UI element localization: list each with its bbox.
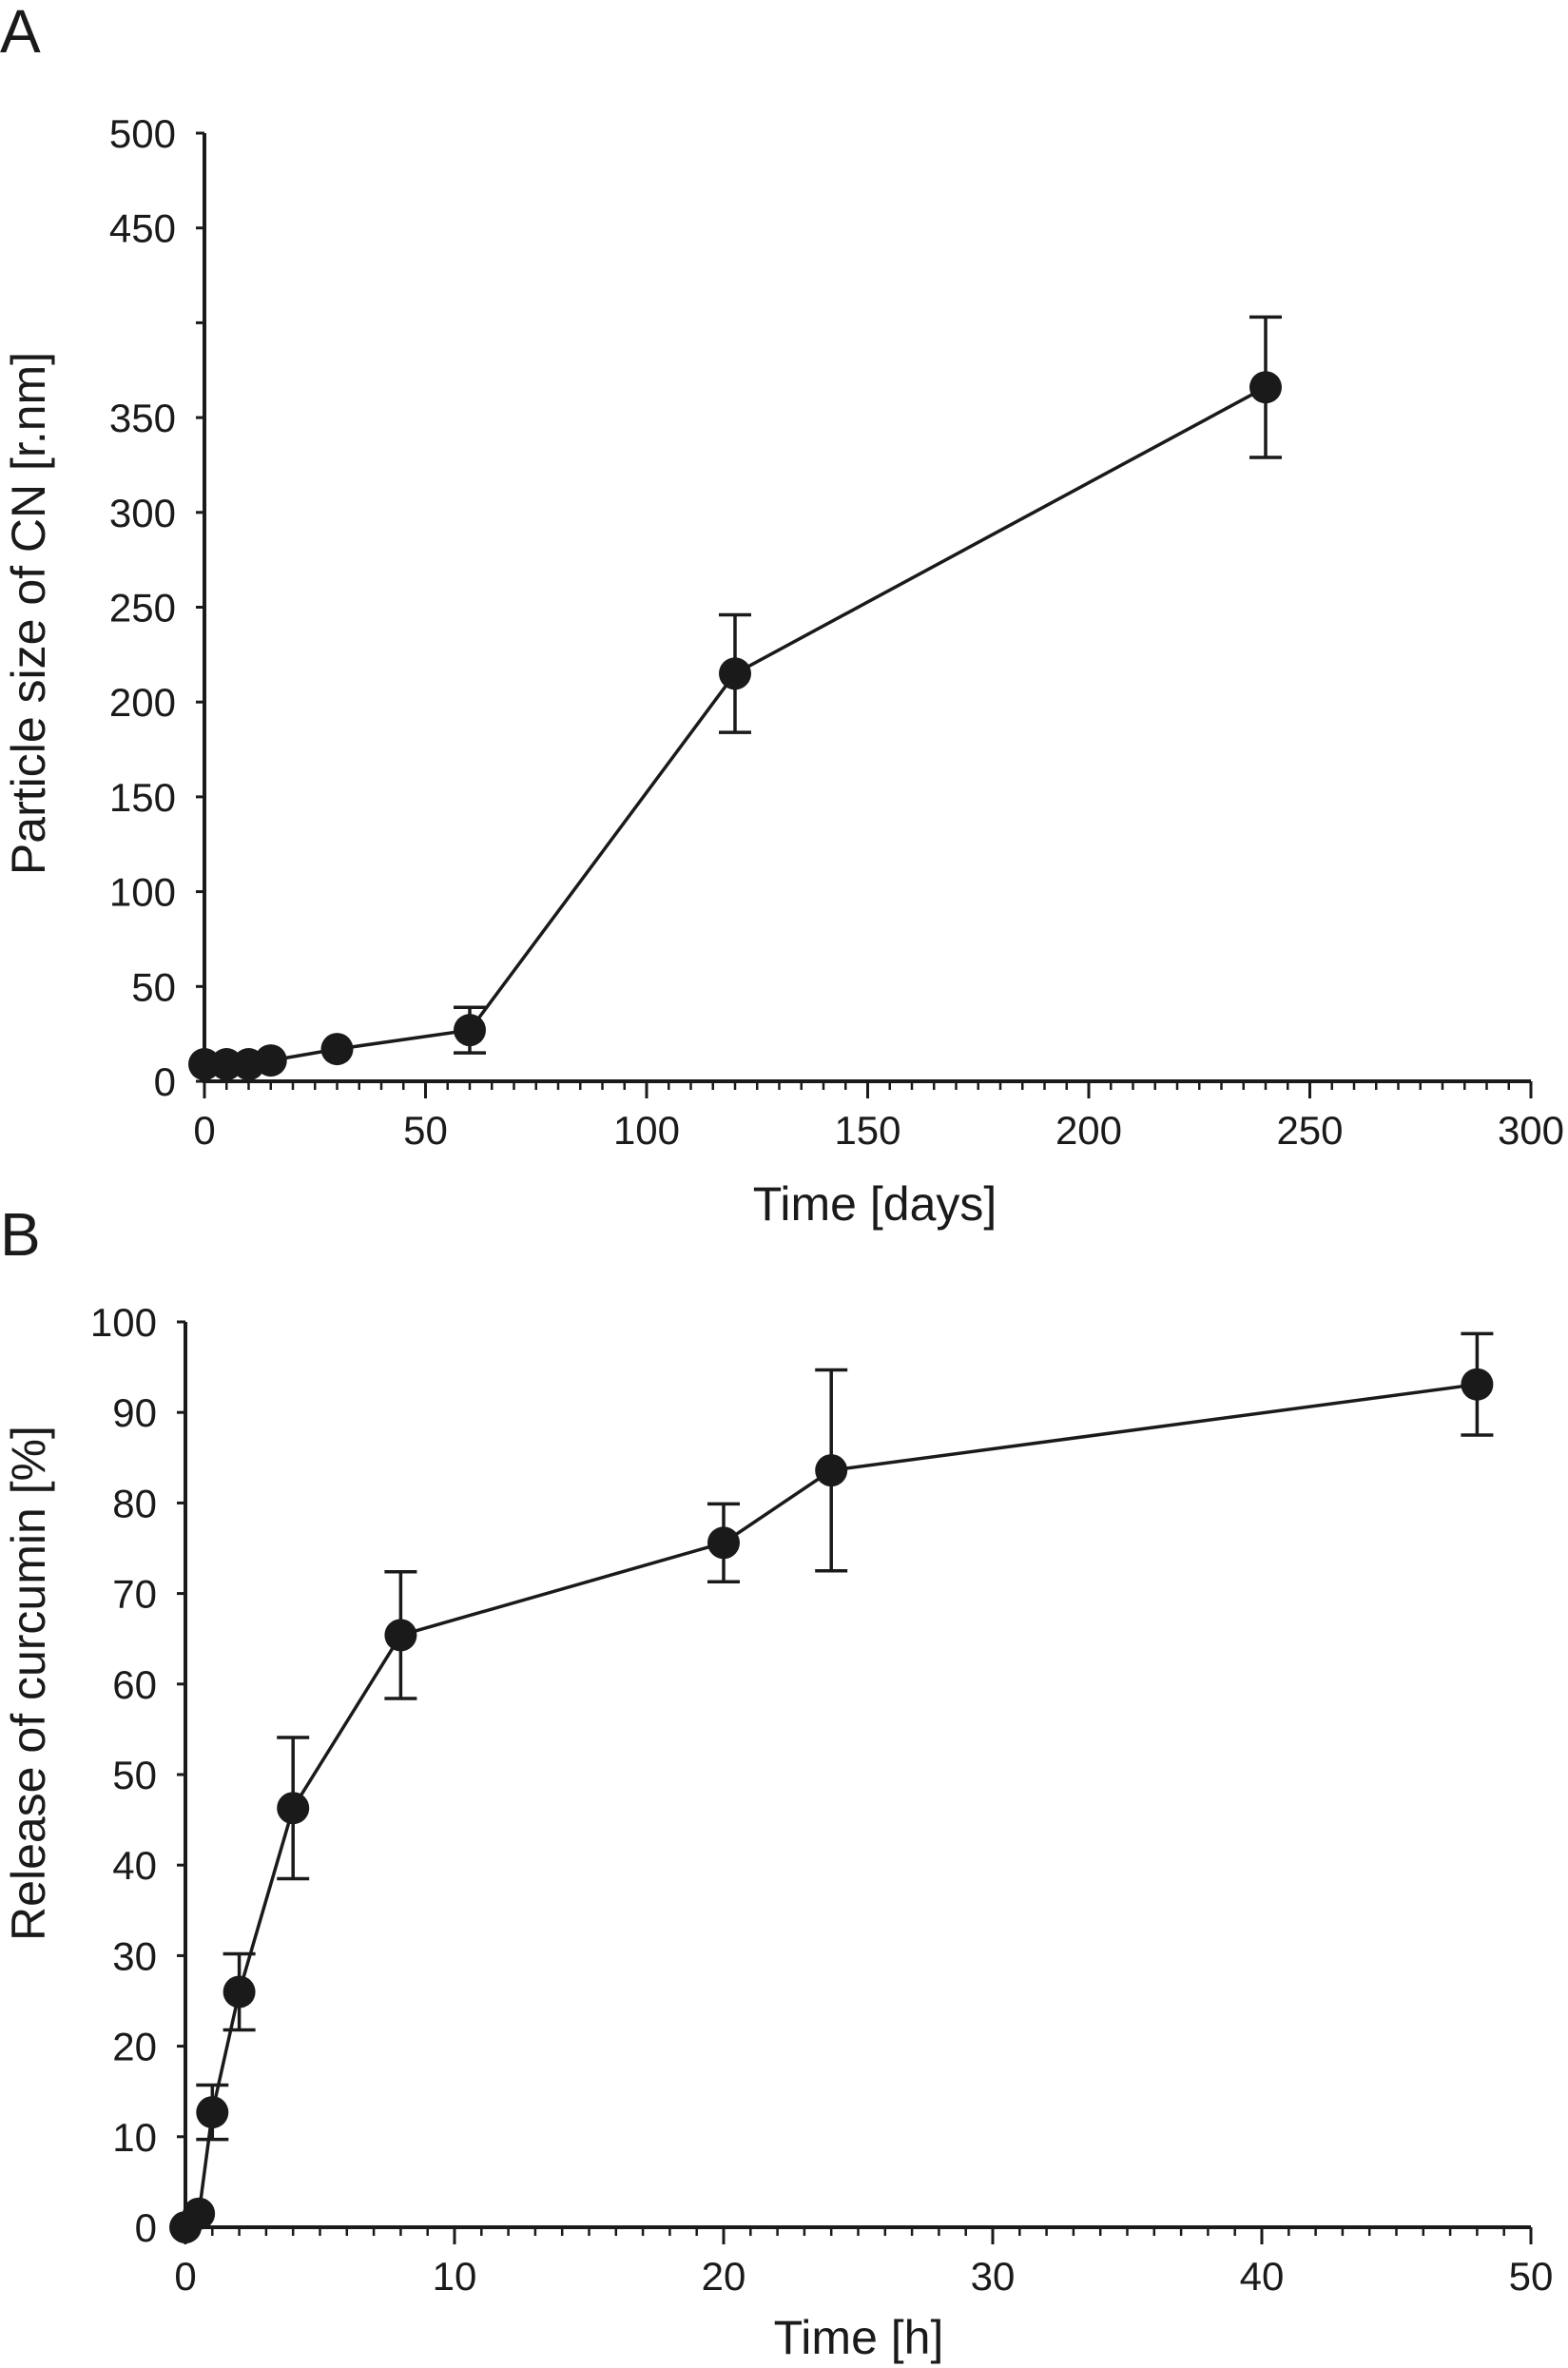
chart-a-x-tick-label: 250 bbox=[1276, 1108, 1343, 1153]
chart-a-x-tick-label: 100 bbox=[613, 1108, 680, 1153]
chart-b-y-tick-label: 70 bbox=[112, 1572, 157, 1617]
chart-b-x-tick-label: 10 bbox=[433, 2254, 477, 2299]
chart-a-data-point bbox=[1249, 371, 1282, 404]
chart-a-x-tick-label: 300 bbox=[1498, 1108, 1564, 1153]
chart-a-y-tick-label: 450 bbox=[109, 206, 176, 251]
chart-a-y-tick-label: 50 bbox=[131, 964, 176, 1009]
chart-b-axes bbox=[184, 1322, 1531, 2229]
chart-a-x-tick-label: 0 bbox=[193, 1108, 215, 1153]
chart-a-x-tick-label: 50 bbox=[403, 1108, 448, 1153]
chart-b-data-point bbox=[223, 1975, 256, 2009]
chart-a-data-point bbox=[210, 1048, 243, 1081]
chart-b-y-axis-title: Release of curcumin [%] bbox=[2, 1426, 55, 1941]
chart-a-data-point bbox=[719, 657, 751, 690]
chart-b-y-tick-label: 90 bbox=[112, 1390, 157, 1435]
panel-a-letter: A bbox=[0, 0, 41, 66]
chart-a-axes bbox=[203, 133, 1531, 1083]
chart-a-data-point bbox=[454, 1014, 486, 1047]
chart-b-y-tick-label: 40 bbox=[112, 1843, 157, 1888]
chart-b-data-point bbox=[277, 1792, 310, 1825]
chart-a-y-tick-label: 250 bbox=[109, 586, 176, 631]
chart-b-x-tick-label: 30 bbox=[971, 2254, 1016, 2299]
chart-a-x-tick-label: 150 bbox=[834, 1108, 900, 1153]
chart-b-x-tick-label: 50 bbox=[1509, 2254, 1554, 2299]
panel-b-letter: B bbox=[0, 1200, 41, 1269]
chart-a-y-tick-label: 150 bbox=[109, 775, 176, 820]
chart-b-y-tick-label: 10 bbox=[112, 2115, 157, 2160]
chart-b: B 0 10 20 30 40 50 0 10 20 30 40 50 60 70 80 90 100 Tim… bbox=[0, 1200, 1553, 2364]
chart-a-series bbox=[188, 315, 1282, 1081]
chart-a-y-tick-label: 0 bbox=[154, 1059, 176, 1104]
chart-a-x-axis-title: Time [days] bbox=[753, 1177, 997, 1231]
chart-b-data-point bbox=[707, 1526, 740, 1560]
chart-b-series bbox=[169, 1331, 1494, 2243]
chart-b-data-point bbox=[183, 2197, 216, 2230]
chart-b-y-tick-label: 50 bbox=[112, 1753, 157, 1797]
chart-b-data-point bbox=[384, 1619, 417, 1652]
chart-a-y-tick-label: 200 bbox=[109, 680, 176, 725]
chart-b-y-ticks: 0 10 20 30 40 50 60 70 80 90 100 bbox=[90, 1300, 185, 2250]
chart-b-x-ticks: 0 10 20 30 40 50 bbox=[174, 2227, 1553, 2299]
chart-a-y-tick-label: 300 bbox=[109, 491, 176, 535]
chart-b-y-tick-label: 100 bbox=[90, 1300, 157, 1345]
chart-b-y-tick-label: 80 bbox=[112, 1481, 157, 1525]
chart-b-data-point bbox=[1461, 1368, 1494, 1401]
chart-b-data-point bbox=[815, 1454, 848, 1487]
chart-b-y-tick-label: 0 bbox=[135, 2205, 157, 2250]
chart-b-x-tick-label: 40 bbox=[1240, 2254, 1285, 2299]
chart-b-y-tick-label: 20 bbox=[112, 2025, 157, 2069]
chart-a-data-point bbox=[188, 1048, 221, 1081]
chart-a-y-ticks: 0 50 100 150 200 250 300 350 450 500 bbox=[109, 111, 204, 1104]
chart-a-y-tick-label: 500 bbox=[109, 111, 176, 156]
chart-a-x-ticks: 0 50 100 150 200 250 300 bbox=[193, 1081, 1564, 1153]
chart-a-y-tick-label: 350 bbox=[109, 396, 176, 440]
chart-b-x-tick-label: 20 bbox=[702, 2254, 746, 2299]
chart-a: A 0 50 100 150 200 250 300 0 50 100 150 200 250 300 3… bbox=[0, 0, 1564, 1231]
chart-a-y-tick-label: 100 bbox=[109, 870, 176, 915]
chart-a-data-point bbox=[320, 1033, 354, 1066]
chart-a-x-tick-label: 200 bbox=[1055, 1108, 1122, 1153]
chart-a-data-point bbox=[254, 1044, 287, 1077]
chart-b-y-tick-label: 60 bbox=[112, 1662, 157, 1707]
chart-b-x-axis-title: Time [h] bbox=[774, 2311, 944, 2364]
chart-b-data-point bbox=[196, 2096, 229, 2129]
chart-b-x-tick-label: 0 bbox=[174, 2254, 196, 2299]
chart-b-y-tick-label: 30 bbox=[112, 1933, 157, 1978]
chart-a-y-axis-title: Particle size of CN [r.nm] bbox=[2, 352, 55, 875]
